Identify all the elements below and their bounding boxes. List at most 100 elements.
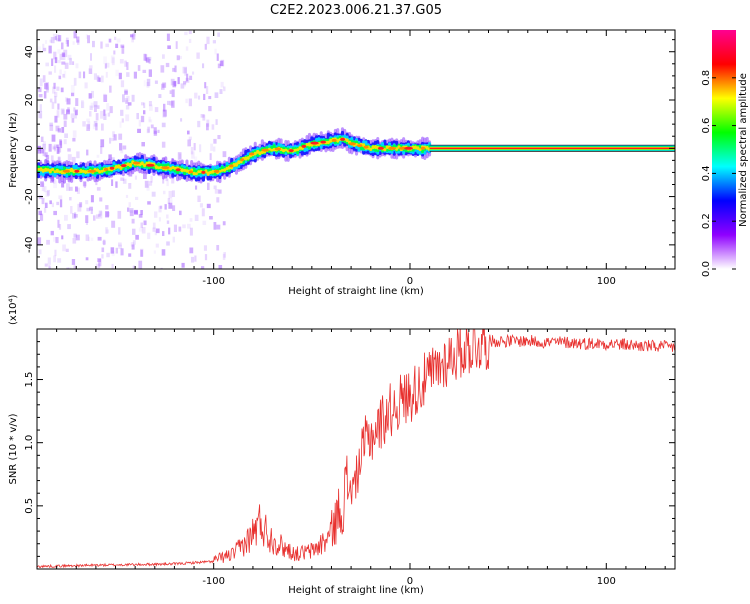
noise-speckle <box>161 122 166 128</box>
noise-speckle <box>143 53 147 61</box>
ridge-peak <box>74 169 80 173</box>
noise-speckle <box>158 206 162 213</box>
ridge-cell <box>385 145 389 149</box>
noise-speckle <box>161 141 166 148</box>
ridge-cell <box>223 168 227 172</box>
noise-speckle <box>187 139 191 147</box>
noise-speckle <box>208 96 212 100</box>
noise-speckle <box>118 133 123 140</box>
noise-speckle <box>142 69 147 73</box>
noise-speckle <box>61 109 65 114</box>
noise-speckle <box>42 75 46 83</box>
y-tick-label: 0 <box>24 145 35 151</box>
noise-speckle <box>162 82 167 88</box>
noise-speckle <box>57 148 62 153</box>
noise-speckle <box>110 55 115 64</box>
ridge-cell <box>197 170 201 174</box>
noise-speckle <box>65 248 69 252</box>
noise-speckle <box>186 73 189 82</box>
noise-speckle <box>218 189 222 194</box>
noise-speckle <box>90 237 94 241</box>
noise-speckle <box>40 113 43 120</box>
noise-speckle <box>106 103 110 111</box>
noise-speckle <box>222 221 226 226</box>
ridge-cell <box>256 149 260 154</box>
noise-speckle <box>53 178 56 184</box>
noise-speckle <box>202 220 207 225</box>
noise-speckle <box>69 197 72 201</box>
noise-speckle <box>148 101 152 107</box>
noise-speckle <box>95 123 98 131</box>
noise-speckle <box>194 255 197 262</box>
ridge-cell <box>185 169 189 173</box>
noise-speckle <box>38 195 43 200</box>
noise-speckle <box>96 105 100 109</box>
noise-speckle <box>168 202 173 209</box>
snr-frame <box>36 328 676 570</box>
noise-speckle <box>168 227 171 235</box>
noise-speckle <box>71 118 75 123</box>
ridge-cell <box>218 170 222 173</box>
spectrogram-ticks: -100 0 100 -40 -20 0 20 40 <box>24 30 675 287</box>
noise-speckle <box>133 30 136 37</box>
noise-speckle <box>62 244 66 252</box>
noise-speckle <box>169 101 174 106</box>
noise-speckle <box>67 54 72 60</box>
noise-speckle <box>86 149 89 156</box>
noise-speckle <box>105 227 108 234</box>
noise-speckle <box>180 118 183 122</box>
noise-speckle <box>89 105 93 110</box>
noise-speckle <box>214 48 217 55</box>
ridge-cell <box>220 169 224 172</box>
ridge-peak <box>109 166 115 170</box>
noise-speckle <box>64 133 68 138</box>
noise-speckle <box>129 210 134 217</box>
ridge-cell <box>128 163 132 168</box>
noise-speckle <box>172 236 175 243</box>
ridge-cell <box>98 170 102 174</box>
noise-speckle <box>57 103 60 110</box>
y-tick-label: 1.0 <box>24 435 35 451</box>
noise-speckle <box>182 224 186 229</box>
noise-speckle <box>49 39 52 43</box>
noise-speckle <box>93 73 97 80</box>
noise-speckle <box>111 179 114 186</box>
noise-speckle <box>223 86 226 92</box>
noise-speckle <box>213 146 216 152</box>
noise-speckle <box>90 195 94 203</box>
ridge-peak <box>62 169 70 173</box>
noise-speckle <box>126 95 130 102</box>
noise-speckle <box>134 210 138 214</box>
noise-speckle <box>128 202 131 208</box>
ridge-cell <box>253 151 257 156</box>
noise-speckle <box>210 143 213 151</box>
noise-speckle <box>54 65 57 73</box>
noise-speckle <box>218 265 223 269</box>
ridge-peak <box>310 141 319 145</box>
noise-speckle <box>86 207 90 212</box>
noise-speckle <box>120 44 125 48</box>
noise-speckle <box>110 247 115 254</box>
noise-speckle <box>63 49 68 58</box>
noise-speckle <box>134 175 137 180</box>
ridge-cell <box>329 138 333 143</box>
noise-speckle <box>54 36 57 40</box>
noise-speckle <box>105 211 109 218</box>
noise-speckle <box>147 201 151 205</box>
noise-speckle <box>103 239 106 246</box>
noise-speckle <box>83 181 86 188</box>
noise-speckle <box>209 153 212 160</box>
noise-speckle <box>188 30 192 35</box>
noise-speckle <box>93 215 96 221</box>
noise-speckle <box>98 213 101 217</box>
noise-speckle <box>220 59 225 67</box>
ridge-peak <box>348 142 356 146</box>
noise-speckle <box>185 98 188 104</box>
noise-speckle <box>143 102 146 109</box>
noise-speckle <box>208 106 212 112</box>
noise-speckle <box>101 254 104 259</box>
noise-speckle <box>162 231 165 236</box>
noise-speckle <box>105 229 110 234</box>
noise-speckle <box>42 149 46 157</box>
spectrogram-y-axis-label: Frequency (Hz) <box>8 112 19 188</box>
